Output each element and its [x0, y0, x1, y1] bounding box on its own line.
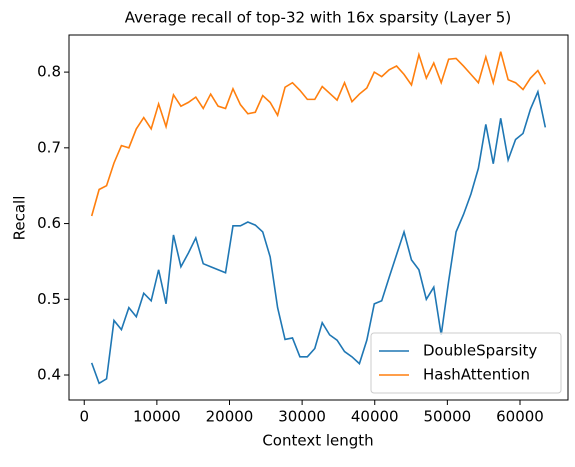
x-tick-label: 10000 [133, 408, 181, 426]
x-tick-label: 60000 [496, 408, 544, 426]
chart-title: Average recall of top-32 with 16x sparsi… [125, 9, 511, 27]
y-tick-label: 0.4 [37, 366, 61, 384]
y-tick-label: 0.5 [37, 290, 61, 308]
x-tick-label: 50000 [424, 408, 472, 426]
legend-label: DoubleSparsity [423, 342, 537, 360]
legend-label: HashAttention [423, 366, 530, 384]
series-line [90, 51, 547, 217]
x-tick-label: 20000 [206, 408, 254, 426]
x-tick-label: 0 [79, 408, 89, 426]
y-tick-label: 0.8 [37, 63, 61, 81]
x-tick-label: 40000 [351, 408, 399, 426]
x-tick-label: 30000 [278, 408, 326, 426]
y-axis-label: Recall [11, 196, 29, 241]
legend-box [370, 332, 562, 394]
x-axis-label: Context length [262, 432, 373, 450]
legend: DoubleSparsity HashAttention [370, 332, 562, 394]
y-tick-label: 0.7 [37, 138, 61, 156]
series-line [90, 89, 547, 385]
plot-frame [68, 34, 569, 401]
y-tick-label: 0.6 [37, 214, 61, 232]
